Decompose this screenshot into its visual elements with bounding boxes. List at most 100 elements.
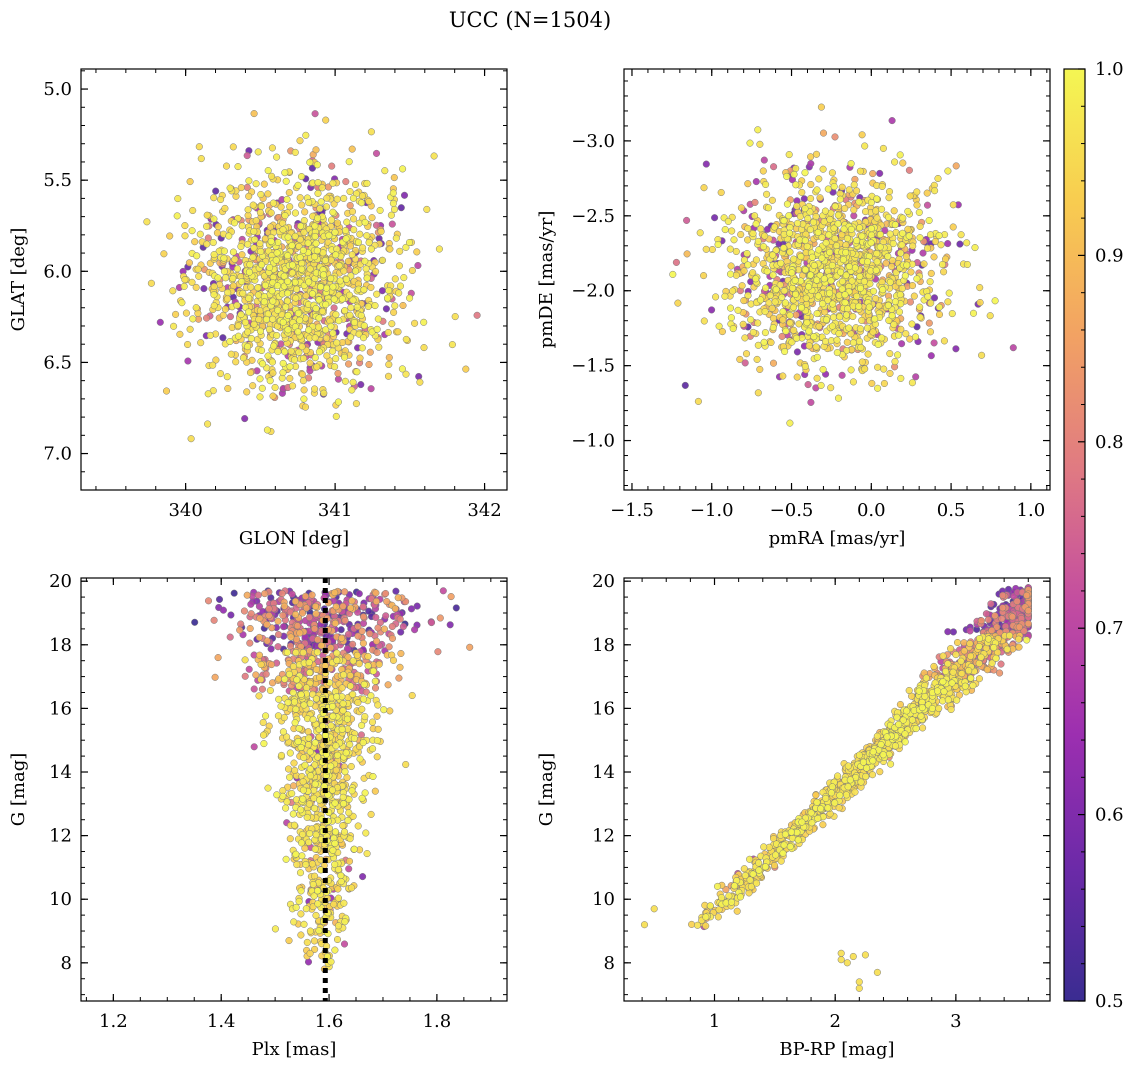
scatter-point: [346, 682, 355, 690]
scatter-point: [311, 780, 319, 788]
scatter-point: [299, 649, 307, 657]
scatter-point: [760, 338, 768, 346]
scatter-point: [292, 903, 300, 911]
scatter-point: [355, 660, 363, 668]
scatter-point: [303, 938, 311, 946]
scatter-point: [246, 639, 254, 647]
scatter-point: [233, 301, 241, 309]
scatter-point: [385, 353, 393, 362]
scatter-point: [334, 369, 342, 377]
scatter-point: [778, 332, 786, 340]
scatter-point: [315, 927, 323, 935]
scatter-point: [264, 784, 272, 792]
scatter-point: [674, 299, 682, 307]
scatter-point: [240, 607, 248, 615]
scatter-point: [355, 590, 363, 598]
scatter-point: [391, 275, 399, 283]
scatter-point: [273, 282, 282, 290]
scatter-point: [411, 319, 419, 327]
scatter-point: [396, 247, 404, 255]
scatter-point: [423, 205, 431, 213]
scatter-point: [300, 920, 308, 928]
scatter-point: [835, 329, 843, 338]
scatter-point: [314, 636, 322, 644]
scatter-point: [925, 216, 933, 225]
scatter-point: [286, 363, 294, 371]
scatter-point: [278, 589, 286, 598]
scatter-point: [156, 318, 164, 326]
scatter-point: [348, 884, 356, 892]
scatter-point: [280, 714, 288, 722]
x-tick-label: −1.5: [610, 500, 654, 521]
x-tick-label: 0.5: [937, 500, 966, 521]
scatter-point: [801, 236, 809, 245]
scatter-point: [294, 737, 302, 746]
scatter-point: [886, 350, 894, 358]
y-tick-label: 12: [49, 826, 72, 847]
scatter-point: [323, 334, 331, 342]
scatter-point: [916, 303, 924, 311]
scatter-point: [385, 643, 393, 651]
scatter-point: [350, 318, 359, 327]
scatter-point: [267, 661, 276, 669]
scatter-point: [219, 311, 227, 319]
scatter-point: [851, 264, 859, 272]
scatter-point: [402, 335, 410, 343]
scatter-point: [300, 386, 308, 394]
scatter-point: [250, 685, 258, 693]
scatter-point: [268, 624, 276, 632]
scatter-point: [366, 630, 374, 638]
scatter-point: [169, 287, 177, 295]
scatter-point: [354, 698, 362, 707]
scatter-point: [350, 226, 358, 234]
scatter-point: [358, 627, 366, 635]
scatter-point: [385, 286, 393, 295]
scatter-point: [334, 894, 343, 902]
scatter-point: [752, 275, 760, 283]
scatter-point: [821, 207, 829, 215]
scatter-point: [340, 353, 349, 361]
scatter-point: [761, 232, 769, 240]
scatter-point: [749, 328, 757, 336]
scatter-point: [312, 304, 320, 313]
scatter-point: [833, 336, 841, 344]
scatter-point: [341, 588, 349, 596]
scatter-point: [298, 609, 307, 617]
scatter-point: [813, 186, 821, 194]
scatter-point: [803, 242, 811, 250]
scatter-point: [329, 208, 337, 216]
scatter-point: [289, 382, 297, 390]
scatter-point: [375, 660, 383, 668]
scatter-point: [863, 324, 872, 332]
scatter-point: [949, 223, 957, 231]
scatter-point: [769, 271, 777, 279]
scatter-point: [466, 643, 474, 651]
scatter-point: [210, 291, 218, 299]
scatter-point: [371, 302, 379, 310]
scatter-point: [930, 253, 938, 261]
scatter-point: [256, 209, 264, 217]
scatter-point: [261, 235, 269, 243]
scatter-point: [371, 787, 379, 795]
scatter-point: [320, 389, 328, 397]
scatter-point: [976, 284, 984, 292]
y-tick-label: −3.0: [571, 131, 615, 152]
x-tick-label: 342: [467, 500, 501, 521]
scatter-point: [873, 195, 881, 203]
scatter-point: [224, 289, 232, 297]
scatter-point: [290, 918, 298, 926]
scatter-point: [817, 381, 825, 389]
scatter-point: [855, 302, 863, 310]
scatter-point: [711, 214, 719, 222]
scatter-point: [255, 633, 263, 641]
scatter-point: [279, 792, 287, 800]
scatter-point: [381, 167, 389, 175]
scatter-point: [413, 248, 421, 256]
scatter-point: [916, 234, 924, 242]
scatter-point: [338, 634, 346, 642]
scatter-point: [283, 798, 291, 806]
scatter-point: [364, 652, 372, 660]
scatter-point: [247, 600, 255, 608]
x-tick-label: 0.0: [857, 500, 886, 521]
scatter-point: [241, 672, 249, 680]
